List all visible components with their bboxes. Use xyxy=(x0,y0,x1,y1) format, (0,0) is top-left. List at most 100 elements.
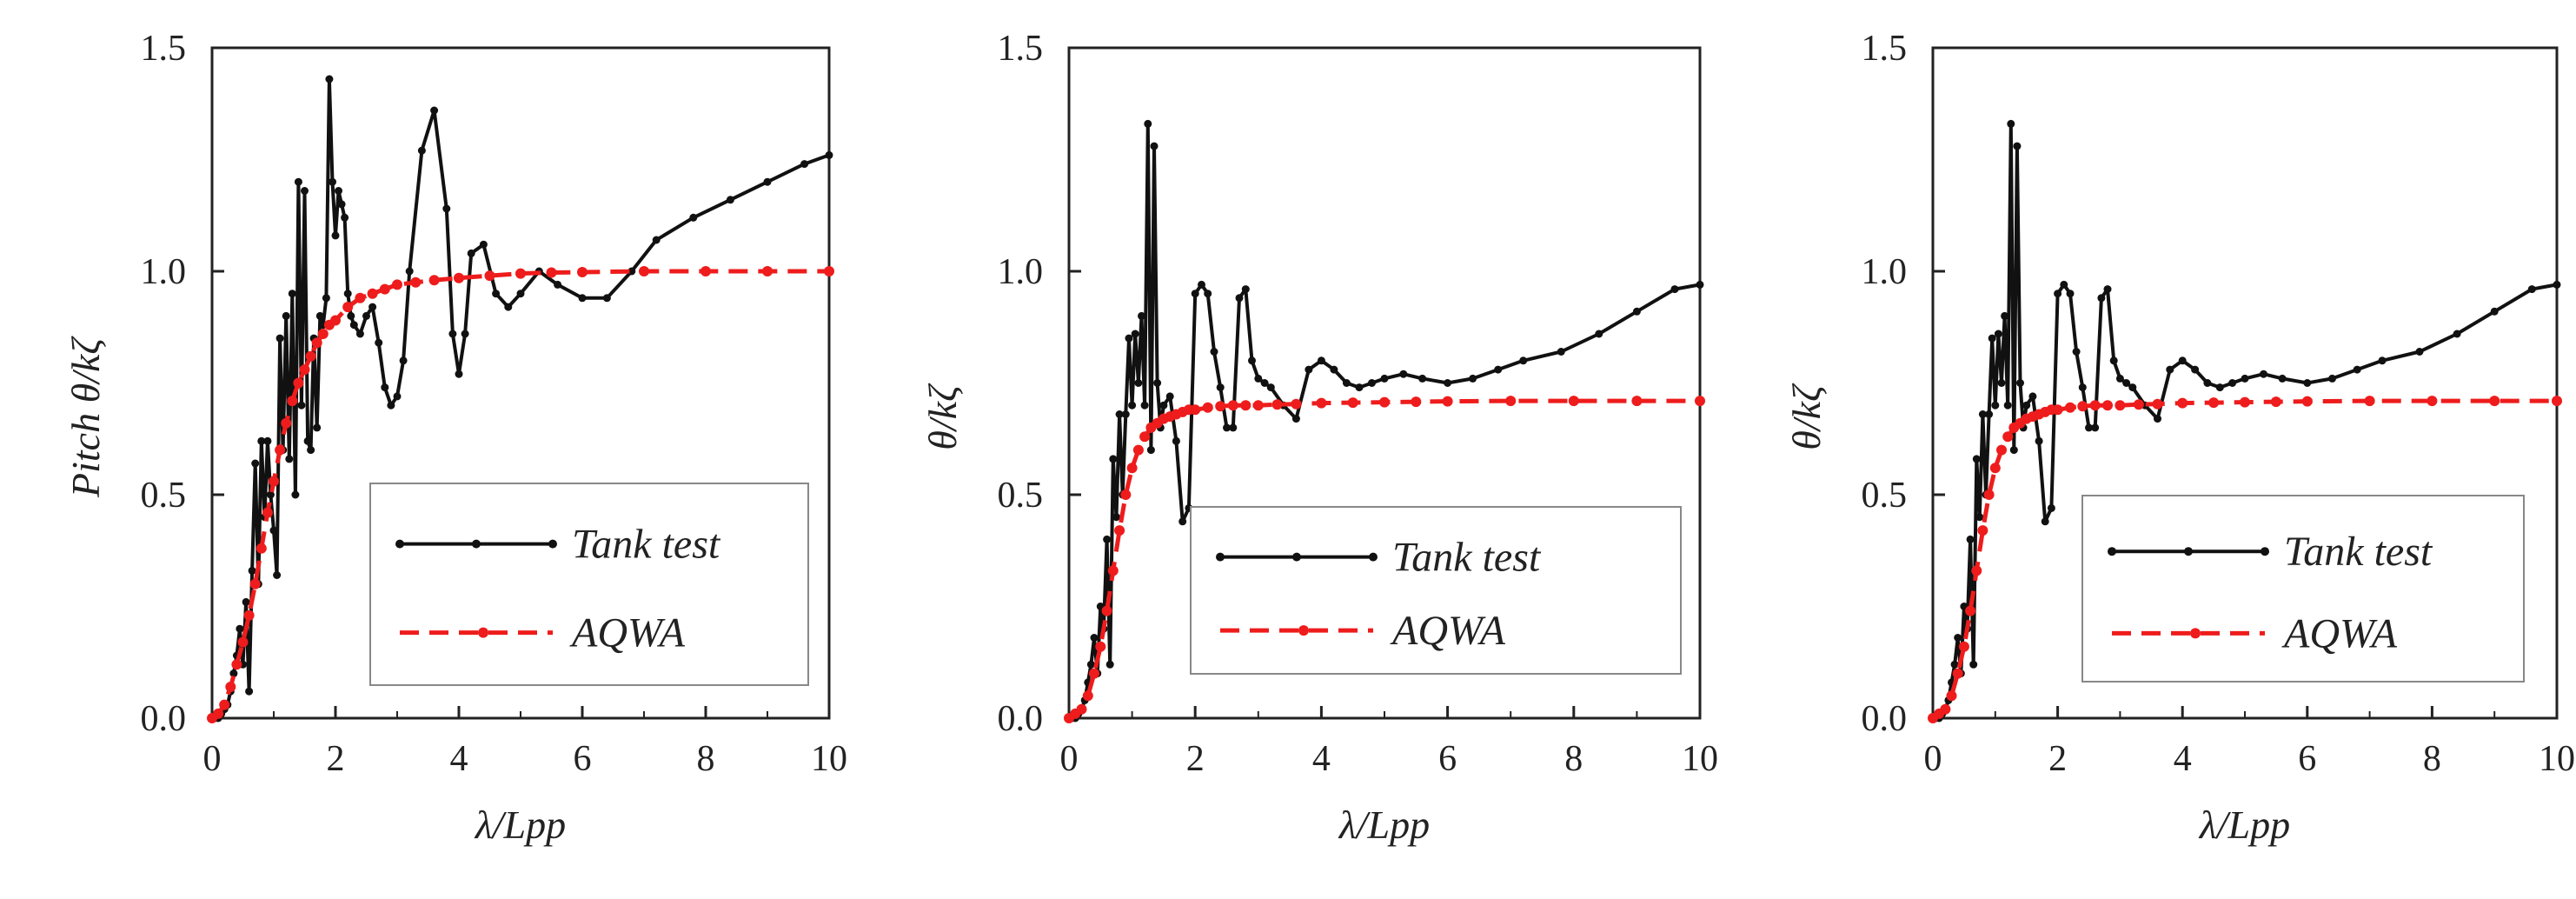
tank-test-point xyxy=(2228,379,2237,387)
aqwa-point xyxy=(2152,398,2163,410)
legend-label-tank-test: Tank test xyxy=(2284,529,2433,575)
tank-test-point xyxy=(1595,330,1603,338)
aqwa-point xyxy=(330,315,341,326)
tank-test-point xyxy=(1153,379,1162,387)
x-axis-title: λ/Lpp xyxy=(474,802,566,847)
legend-label-aqwa: AQWA xyxy=(2281,610,2398,656)
x-tick-label: 10 xyxy=(811,739,847,779)
tank-test-point xyxy=(448,330,457,338)
aqwa-point xyxy=(392,279,402,290)
tank-test-point xyxy=(1975,513,1984,522)
tank-test-point xyxy=(417,146,426,155)
tank-test-point xyxy=(1216,383,1225,392)
tank-test-point xyxy=(1696,280,1704,289)
tank-test-point xyxy=(399,356,408,365)
tank-test-point xyxy=(461,330,469,338)
aqwa-point xyxy=(2489,396,2500,407)
aqwa-point xyxy=(1442,396,1453,407)
aqwa-point xyxy=(2133,399,2144,410)
aqwa-point xyxy=(1089,668,1099,679)
y-tick-label: 0.0 xyxy=(1862,699,1908,739)
tank-test-point xyxy=(1978,410,1987,418)
tank-test-point xyxy=(1988,334,1996,343)
aqwa-point xyxy=(1568,396,1579,407)
aqwa-point xyxy=(231,659,242,670)
x-tick-label: 0 xyxy=(1060,739,1079,779)
y-axis-title: Pitch θ/kζ xyxy=(63,336,108,498)
tank-test-point xyxy=(341,213,349,222)
tank-test-point xyxy=(1086,660,1095,669)
tank-test-point xyxy=(578,294,587,303)
y-axis-title: θ/kζ xyxy=(1784,383,1829,450)
tank-test-point xyxy=(1198,280,1205,289)
tank-test-point xyxy=(800,160,809,169)
aqwa-point xyxy=(1971,565,1982,576)
tank-test-point xyxy=(355,330,364,338)
x-tick-label: 6 xyxy=(2298,739,2316,779)
tank-test-point xyxy=(387,401,395,410)
aqwa-point xyxy=(1101,605,1112,616)
tank-test-point xyxy=(266,490,275,499)
tank-test-point xyxy=(2109,356,2118,365)
tank-test-point xyxy=(1191,290,1199,298)
tank-test-point xyxy=(689,213,698,222)
tank-test-point xyxy=(1632,307,1641,316)
tank-test-point xyxy=(229,669,238,678)
x-tick-label: 0 xyxy=(1924,739,1942,779)
legend-marker xyxy=(1292,552,1301,562)
legend-label-tank-test: Tank test xyxy=(572,522,721,568)
tank-test-point xyxy=(381,383,389,392)
tank-test-point xyxy=(2028,392,2037,401)
aqwa-point xyxy=(379,283,390,295)
aqwa-point xyxy=(1202,402,1213,413)
x-tick-label: 2 xyxy=(327,739,345,779)
x-tick-label: 6 xyxy=(574,739,592,779)
tank-test-point xyxy=(1985,410,1994,418)
aqwa-point xyxy=(639,266,649,276)
x-tick-label: 4 xyxy=(1312,739,1331,779)
aqwa-point xyxy=(1227,400,1238,411)
y-tick-label: 1.0 xyxy=(998,252,1044,292)
legend-label-tank-test: Tank test xyxy=(1392,535,1542,581)
tank-test-point xyxy=(1260,379,1269,387)
tank-test-point xyxy=(825,150,833,159)
aqwa-point xyxy=(2270,396,2281,408)
tank-test-point xyxy=(1305,365,1313,374)
tank-test-point xyxy=(282,311,290,320)
tank-test-point xyxy=(1317,356,1325,365)
tank-test-point xyxy=(1172,436,1180,445)
tank-test-point xyxy=(726,196,734,204)
tank-test-point xyxy=(294,177,302,186)
tank-test-point xyxy=(2154,415,2161,423)
aqwa-point xyxy=(515,268,526,279)
tank-test-point xyxy=(430,106,439,115)
aqwa-point xyxy=(1631,396,1643,407)
tank-test-point xyxy=(1248,356,1256,365)
aqwa-point xyxy=(428,275,440,286)
tank-test-point xyxy=(1266,383,1275,392)
aqwa-point xyxy=(577,267,588,277)
tank-test-point xyxy=(2013,142,2022,150)
aqwa-point xyxy=(2102,400,2113,411)
aqwa-point xyxy=(2208,397,2220,409)
legend-box xyxy=(1190,506,1682,675)
tank-test-point xyxy=(2453,330,2461,338)
y-tick-label: 0.0 xyxy=(998,699,1044,739)
aqwa-point xyxy=(287,396,298,407)
tank-test-point xyxy=(2001,311,2009,320)
tank-test-point xyxy=(1444,379,1452,387)
tank-test-point xyxy=(2378,356,2387,365)
aqwa-point xyxy=(1139,431,1151,443)
tank-test-point xyxy=(1103,535,1112,543)
tank-test-point xyxy=(393,392,402,401)
tank-test-point xyxy=(1138,311,1145,320)
tank-test-point xyxy=(2072,348,2081,356)
chart-panel-1: 0 2 4 6 8 10 0.0 0.5 1.0 1.5 λ/Lpp Pitch θ/kζ Tank t… xyxy=(63,29,847,847)
aqwa-point xyxy=(824,266,834,276)
aqwa-point xyxy=(293,377,304,389)
chart-panel-2: 0 2 4 6 8 10 0.0 0.5 1.0 1.5 λ/Lpp θ/kζ Tank test AQW… xyxy=(920,29,1718,847)
tank-test-point xyxy=(2091,423,2100,432)
tank-test-point xyxy=(325,75,334,83)
tank-test-point xyxy=(2191,365,2200,374)
aqwa-point xyxy=(219,699,230,710)
